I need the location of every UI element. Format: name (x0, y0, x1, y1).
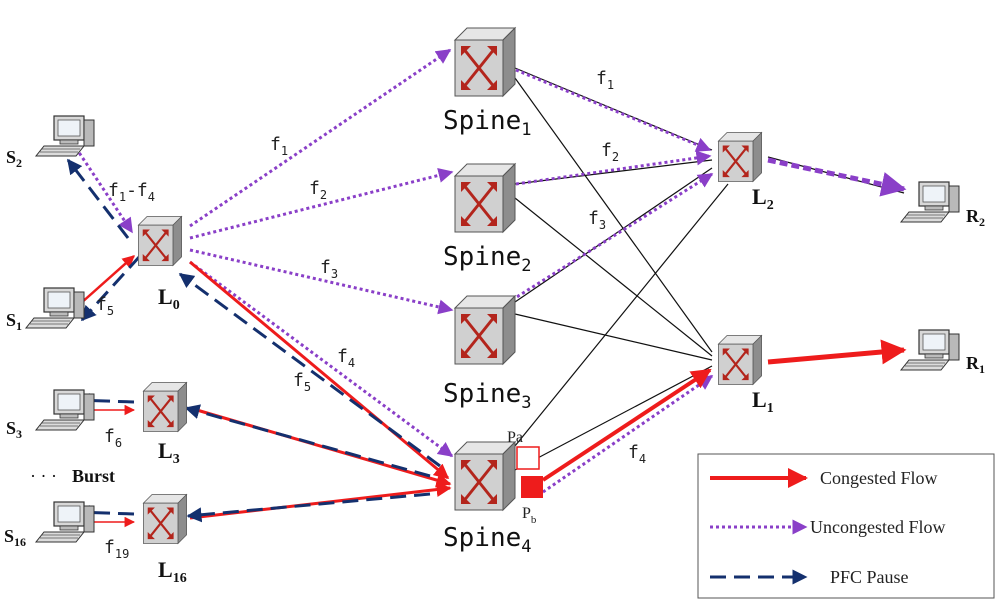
flow-labels: f1 f2 f3 f4 f5 f1 f2 f3 f4 f5 f6 f19 f1-f4 (96, 68, 646, 561)
label-f5-host: f5 (96, 294, 114, 318)
label-f19: f19 (104, 537, 129, 561)
s3-label: S3 (6, 418, 22, 441)
port-pa-marker (516, 446, 540, 470)
burst-dots: · · · (30, 466, 57, 486)
l2-network-switch-icon (717, 131, 763, 183)
r1-label: R1 (966, 353, 985, 376)
node-labels: Spine1 Spine2 Spine3 Spine4 L0 L2 L1 L3 … (4, 106, 985, 586)
flow-f1f4-l2-r2 (767, 157, 907, 197)
l2-label: L2 (752, 184, 774, 213)
pause-spine4-l3 (184, 404, 431, 478)
link-spine4-l2 (514, 183, 729, 447)
network-links (514, 67, 905, 471)
flow-congested-l1-r1 (767, 339, 907, 365)
flow-f2-spine2-l2 (515, 150, 712, 186)
legend-pause-label: PFC Pause (830, 567, 909, 587)
l3-network-switch-icon (142, 381, 188, 433)
spine4-network-switch-icon (453, 440, 517, 512)
pause-spine4-l0 (178, 272, 441, 468)
l0-label: L0 (158, 284, 180, 313)
congested-flows (79, 255, 907, 528)
spine4-label: Spine4 (443, 523, 532, 557)
flow-f3-spine3-l2 (511, 172, 714, 302)
s2-computer-icon (35, 115, 95, 157)
port-pb-sub: b (531, 514, 537, 526)
l3-label: L3 (158, 438, 180, 467)
flow-f5-s1-l0 (79, 255, 135, 305)
port-pb-label: Pb (522, 505, 537, 526)
spine3-label: Spine3 (443, 379, 532, 413)
l16-label: L16 (158, 557, 187, 586)
label-f1-f4: f1-f4 (108, 180, 155, 204)
link-spine4-l1 (514, 365, 713, 471)
r2-label: R2 (966, 206, 985, 229)
spine1-label: Spine1 (443, 106, 532, 140)
label-f3-right: f3 (588, 208, 606, 232)
flow-f4-spine4-l1 (542, 374, 714, 494)
s16-computer-icon (35, 501, 95, 543)
label-f2-right: f2 (601, 140, 619, 164)
pause-spine4-l16 (186, 492, 431, 523)
label-f2-left: f2 (309, 178, 327, 202)
spine1-network-switch-icon (453, 26, 517, 98)
label-f6: f6 (104, 426, 122, 450)
label-f4-right: f4 (628, 442, 646, 466)
pause-l0-s2 (66, 158, 130, 239)
l1-network-switch-icon (717, 334, 763, 386)
legend-uncongested-label: Uncongested Flow (810, 517, 945, 537)
link-spine3-l1 (514, 313, 713, 361)
label-f1-right: f1 (596, 68, 614, 92)
link-spine2-l1 (514, 197, 713, 357)
flow-f4-l0-spine4 (189, 260, 454, 458)
legend-congested-label: Congested Flow (820, 468, 938, 488)
l16-network-switch-icon (142, 493, 188, 545)
s1-computer-icon (25, 287, 85, 329)
s16-label: S16 (4, 526, 26, 549)
pause-l0-s1 (80, 254, 142, 322)
s2-label: S2 (6, 147, 22, 170)
port-pa-label: Pa (507, 429, 523, 446)
flow-f5-l0-spine4 (189, 260, 450, 480)
s1-label: S1 (6, 310, 22, 333)
burst-label: Burst (72, 466, 115, 486)
label-f4-left: f4 (337, 346, 355, 370)
link-spine1-l1 (514, 77, 713, 353)
uncongested-flows (74, 48, 907, 494)
link-l2-r2 (767, 156, 905, 194)
r1-computer-icon (900, 329, 960, 371)
flow-f1f4-s2-l0 (74, 147, 134, 234)
flow-f3-l0-spine3 (189, 248, 454, 315)
r2-computer-icon (900, 181, 960, 223)
l1-label: L1 (752, 387, 774, 416)
s3-computer-icon (35, 389, 95, 431)
l0-network-switch-icon (137, 215, 183, 267)
pfc-pause-flows (66, 158, 441, 523)
port-pb-marker (521, 476, 543, 498)
spine2-network-switch-icon (453, 162, 517, 234)
label-f1-left: f1 (270, 134, 288, 158)
spine2-label: Spine2 (443, 242, 532, 276)
flow-congested-spine4-l1 (541, 368, 712, 482)
flow-f1-l0-spine1 (189, 48, 452, 228)
label-f3-left: f3 (320, 257, 338, 281)
label-f5-mid: f5 (293, 370, 311, 394)
legend: Congested Flow Uncongested Flow PFC Paus… (697, 453, 995, 599)
flow-f2-l0-spine2 (189, 168, 454, 240)
port-pb-letter: P (522, 505, 531, 522)
spine3-network-switch-icon (453, 294, 517, 366)
flow-f1-spine1-l2 (515, 68, 712, 152)
